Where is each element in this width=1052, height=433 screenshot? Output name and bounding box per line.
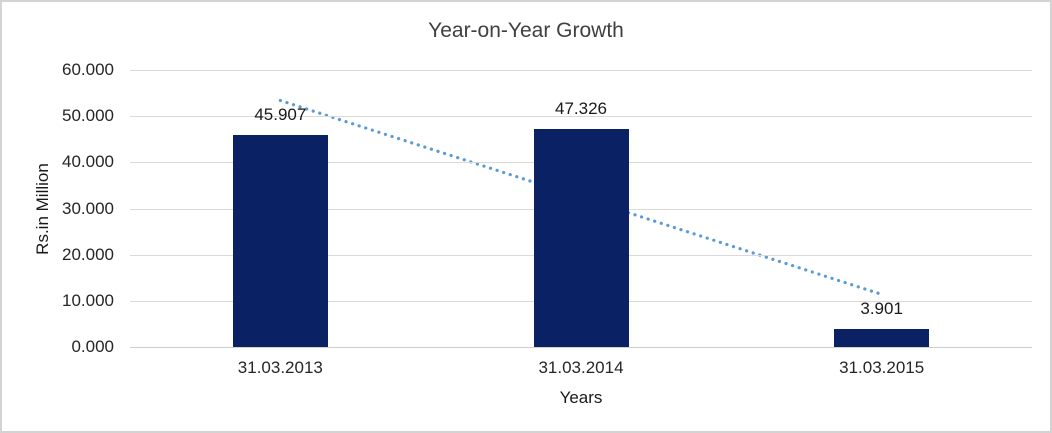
chart-title: Year-on-Year Growth bbox=[428, 19, 624, 42]
x-axis-title: Years bbox=[559, 388, 603, 407]
x-tick-label: 31.03.2014 bbox=[538, 358, 624, 377]
plot-area bbox=[130, 70, 1032, 348]
bar-31.03.2015 bbox=[834, 328, 930, 347]
data-label-31.03.2014: 47.326 bbox=[555, 98, 607, 118]
bar-31.03.2013 bbox=[232, 135, 328, 347]
bar-31.03.2014 bbox=[533, 128, 629, 347]
gridline bbox=[130, 116, 1032, 118]
data-label-31.03.2013: 45.907 bbox=[254, 105, 307, 125]
y-tick-label: 20.000 bbox=[62, 244, 114, 264]
x-tick-label: 31.03.2013 bbox=[237, 358, 323, 377]
y-tick-label: 60.000 bbox=[62, 60, 114, 79]
y-tick-label: 50.000 bbox=[62, 106, 114, 126]
x-tick-label: 31.03.2015 bbox=[839, 358, 925, 377]
x-axis-line bbox=[130, 347, 1032, 348]
gridline bbox=[130, 70, 1032, 71]
y-tick-label: 10.000 bbox=[62, 290, 114, 310]
y-tick-label: 0.000 bbox=[71, 337, 114, 356]
y-tick-label: 40.000 bbox=[62, 152, 114, 172]
y-tick-label: 30.000 bbox=[62, 198, 114, 218]
data-label-31.03.2015: 3.901 bbox=[860, 298, 903, 318]
